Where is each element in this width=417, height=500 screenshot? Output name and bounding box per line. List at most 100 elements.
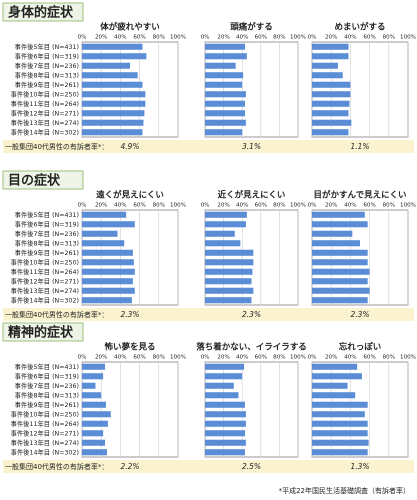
row-label: 事件後9年目 (N=261) [15,248,79,257]
x-tick-label: 80% [273,355,285,361]
bar [312,420,368,427]
bar [205,439,246,446]
bar [312,430,368,437]
chart-title: 体が疲れやすい [100,22,160,33]
bar [312,221,368,228]
x-tick-label: 40% [236,35,248,41]
row-label: 事件後13年目 (N=274) [11,286,79,295]
bar [82,211,127,218]
bar [82,53,147,60]
bar [205,449,245,456]
row-label: 事件後9年目 (N=261) [15,80,79,89]
bar [82,43,143,50]
bar [82,392,102,399]
bar [312,411,365,418]
bar [205,420,246,427]
bar [312,382,348,389]
row-label: 事件後6年目 (N=319) [15,371,79,380]
chart-title: 怖い夢を見る [104,342,155,353]
x-tick-label: 80% [273,203,285,209]
row-label: 事件後8年目 (N=313) [15,238,79,247]
bar [82,363,106,370]
chart-title: めまいがする [334,22,385,33]
bar [312,100,350,107]
bar [82,129,143,136]
x-tick-label: 20% [95,355,107,361]
x-tick-label: 0% [78,35,87,41]
bar [82,430,104,437]
x-tick-label: 0% [308,35,317,41]
row-label: 事件後12年目 (N=271) [11,428,79,437]
x-tick-label: 0% [78,355,87,361]
row-label: 事件後5年目 (N=431) [15,42,79,51]
row-label: 事件後8年目 (N=313) [15,70,79,79]
x-tick-label: 40% [236,203,248,209]
bar [205,430,245,437]
bar [205,287,254,294]
bar [312,129,349,136]
x-tick-label: 100% [290,203,306,209]
x-tick-label: 20% [325,203,337,209]
x-tick-label: 80% [273,35,285,41]
bar [82,297,132,304]
bar [82,249,133,256]
row-label: 事件後7年目 (N=236) [15,381,79,390]
footnote: *平成22年国民生活基礎調査（有訴者率） [279,486,410,495]
bar [205,100,245,107]
bar [82,62,130,69]
x-tick-label: 80% [383,355,395,361]
chart-title: 頭痛がする [230,22,273,33]
bar [312,53,349,60]
x-tick-label: 100% [290,35,306,41]
bar [312,278,368,285]
x-tick-label: 60% [255,203,267,209]
x-tick-label: 20% [217,355,229,361]
population-rate: 2.5% [242,462,261,471]
population-label: 一般集団40代男性の有訴者率*： [5,310,108,319]
x-tick-label: 100% [400,203,416,209]
bar [82,110,145,117]
row-label: 事件後11年目 (N=264) [11,267,79,276]
x-tick-label: 80% [153,35,165,41]
population-rate: 2.3% [120,310,139,319]
x-tick-label: 60% [133,355,145,361]
chart-title: 目がかすんで見えにくい [314,190,407,201]
chart-title: 忘れっぽい [339,342,382,353]
x-tick-label: 100% [400,35,416,41]
row-label: 事件後13年目 (N=274) [11,438,79,447]
x-tick-label: 40% [344,355,356,361]
bar [205,268,253,275]
x-tick-label: 20% [95,35,107,41]
bar [312,62,338,69]
row-label: 事件後11年目 (N=264) [11,99,79,108]
x-tick-label: 100% [170,203,186,209]
bar [205,129,243,136]
bar [82,221,135,228]
row-label: 事件後9年目 (N=261) [15,400,79,409]
row-label: 事件後12年目 (N=271) [11,108,79,117]
population-band [3,460,414,473]
x-tick-label: 20% [95,203,107,209]
population-band [3,308,414,321]
x-tick-label: 60% [363,355,375,361]
bar [82,119,144,126]
row-label: 事件後10年目 (N=250) [11,409,79,418]
population-rate: 3.1% [242,142,261,151]
population-label: 一般集団40代男性の有訴者率*： [5,462,108,471]
bar [312,119,352,126]
row-label: 事件後14年目 (N=302) [11,127,79,136]
x-tick-label: 40% [236,355,248,361]
bar [82,240,125,247]
row-label: 事件後12年目 (N=271) [11,276,79,285]
x-tick-label: 20% [217,35,229,41]
bar [312,297,368,304]
row-label: 事件後5年目 (N=431) [15,362,79,371]
population-band [3,140,414,153]
chart-title: 遠くが見えにくい [96,190,164,201]
x-tick-label: 40% [114,35,126,41]
bar [205,72,244,79]
x-tick-label: 0% [201,203,210,209]
x-tick-label: 80% [383,35,395,41]
row-label: 事件後6年目 (N=319) [15,51,79,60]
bar [82,420,108,427]
